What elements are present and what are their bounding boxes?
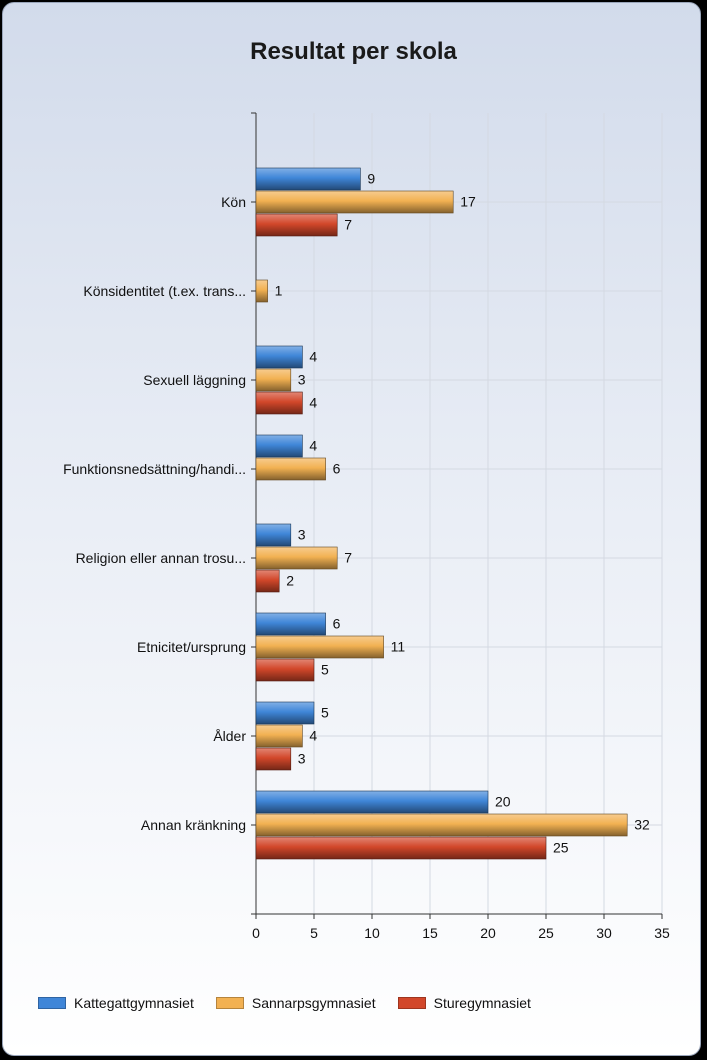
data-label: 2: [286, 573, 294, 589]
bar-sturegymnasiet: [255, 836, 547, 860]
legend-label: Sturegymnasiet: [433, 995, 531, 1011]
bar-kattegattgymnasiet: [255, 790, 489, 814]
legend-item: Sannarpsgymnasiet: [215, 995, 376, 1011]
category-label: Könsidentitet (t.ex. trans...: [83, 283, 246, 299]
legend-item: Kattegattgymnasiet: [38, 995, 194, 1011]
data-label: 20: [495, 794, 511, 810]
category-label: Funktionsnedsättning/handi...: [63, 461, 246, 477]
legend-swatch: [397, 997, 426, 1009]
data-label: 3: [298, 527, 306, 543]
chart-title: Resultat per skola: [250, 38, 457, 65]
x-tick-label: 5: [310, 925, 318, 941]
x-tick-label: 25: [538, 925, 554, 941]
bar-sturegymnasiet: [255, 747, 292, 771]
data-label: 5: [321, 705, 329, 721]
legend: Kattegattgymnasiet Sannarpsgymnasiet Sture…: [38, 995, 553, 1011]
x-tick-label: 10: [364, 925, 380, 941]
bar-sturegymnasiet: [255, 658, 315, 682]
legend-item: Sturegymnasiet: [397, 995, 531, 1011]
bar-kattegattgymnasiet: [255, 612, 326, 636]
legend-label: Sannarpsgymnasiet: [251, 995, 376, 1011]
bar-sannarpsgymnasiet: [255, 190, 454, 214]
data-label: 6: [333, 616, 341, 632]
category-label: Etnicitet/ursprung: [137, 639, 246, 655]
data-label: 3: [298, 372, 306, 388]
data-label: 3: [298, 751, 306, 767]
category-label: Annan kränkning: [141, 817, 246, 833]
bar-sannarpsgymnasiet: [255, 635, 384, 659]
bar-sannarpsgymnasiet: [255, 724, 303, 748]
category-label: Kön: [221, 194, 246, 210]
x-tick-label: 35: [654, 925, 670, 941]
category-label: Sexuell läggning: [143, 372, 246, 388]
data-label: 11: [391, 639, 406, 655]
category-label: Religion eller annan trosu...: [76, 550, 246, 566]
bar-sannarpsgymnasiet: [255, 546, 338, 570]
legend-swatch: [38, 997, 66, 1009]
data-label: 4: [309, 395, 317, 411]
data-label: 17: [460, 194, 476, 210]
bar-sturegymnasiet: [255, 391, 303, 415]
bar-sturegymnasiet: [255, 213, 338, 237]
bar-kattegattgymnasiet: [255, 434, 303, 458]
data-label: 5: [321, 662, 329, 678]
data-label: 25: [553, 840, 569, 856]
data-label: 9: [367, 171, 375, 187]
data-label: 6: [333, 461, 341, 477]
bar-sannarpsgymnasiet: [255, 368, 292, 392]
bar-sannarpsgymnasiet: [255, 279, 268, 303]
category-label: Ålder: [213, 728, 246, 744]
data-label: 32: [634, 817, 650, 833]
bar-sannarpsgymnasiet: [255, 457, 326, 481]
x-tick-label: 15: [422, 925, 438, 941]
legend-label: Kattegattgymnasiet: [74, 995, 194, 1011]
x-tick-label: 0: [252, 925, 260, 941]
bar-kattegattgymnasiet: [255, 345, 303, 369]
x-tick-label: 30: [596, 925, 612, 941]
x-tick-label: 20: [480, 925, 496, 941]
bar-sannarpsgymnasiet: [255, 813, 628, 837]
data-label: 4: [309, 438, 317, 454]
bar-kattegattgymnasiet: [255, 701, 315, 725]
data-label: 1: [275, 283, 283, 299]
data-label: 4: [309, 349, 317, 365]
data-label: 7: [344, 550, 352, 566]
data-label: 4: [309, 728, 317, 744]
bar-sturegymnasiet: [255, 569, 280, 593]
data-label: 7: [344, 217, 352, 233]
bar-kattegattgymnasiet: [255, 167, 361, 191]
legend-swatch: [215, 997, 244, 1009]
bar-kattegattgymnasiet: [255, 523, 292, 547]
